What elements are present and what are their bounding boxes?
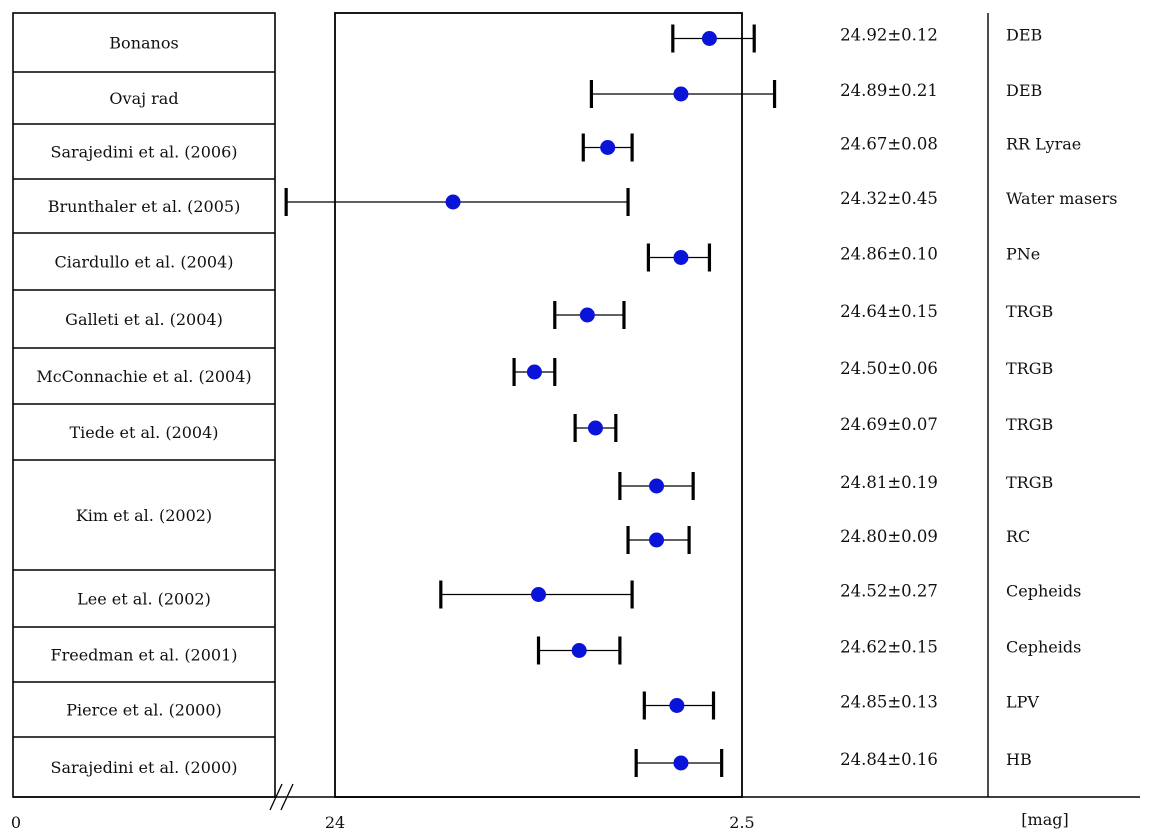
value-label: 24.80±0.09 xyxy=(840,527,938,546)
method-label: HB xyxy=(1006,750,1032,769)
data-point xyxy=(531,587,546,602)
study-label: Galleti et al. (2004) xyxy=(65,310,223,329)
value-label: 24.84±0.16 xyxy=(840,750,938,769)
data-point xyxy=(649,478,665,494)
data-point xyxy=(673,86,689,102)
data-point xyxy=(673,755,689,771)
value-label: 24.52±0.27 xyxy=(840,582,938,601)
value-label: 24.89±0.21 xyxy=(840,81,938,100)
method-label: RC xyxy=(1006,527,1030,546)
study-label: Tiede et al. (2004) xyxy=(69,423,218,442)
value-label: 24.32±0.45 xyxy=(840,189,938,208)
study-label: Sarajedini et al. (2000) xyxy=(51,758,238,777)
method-label: LPV xyxy=(1006,693,1039,712)
value-label: 24.85±0.13 xyxy=(840,693,938,712)
x-tick-label: 2.5 xyxy=(729,813,754,830)
method-label: Cepheids xyxy=(1006,638,1081,657)
method-label: RR Lyrae xyxy=(1006,135,1081,154)
value-label: 24.64±0.15 xyxy=(840,302,938,321)
study-label: Bonanos xyxy=(109,34,178,53)
data-point xyxy=(600,140,616,155)
value-label: 24.92±0.12 xyxy=(840,26,938,45)
data-point xyxy=(701,31,717,46)
axis-break-slash xyxy=(280,783,294,811)
x-tick-label: 24 xyxy=(325,813,345,830)
method-label: TRGB xyxy=(1006,415,1053,434)
data-point xyxy=(445,194,461,210)
value-label: 24.69±0.07 xyxy=(840,415,938,434)
method-label: DEB xyxy=(1006,26,1042,45)
label-column-frame xyxy=(12,12,276,798)
data-point xyxy=(669,698,685,713)
method-label: TRGB xyxy=(1006,473,1053,492)
method-label: Cepheids xyxy=(1006,582,1081,601)
data-point xyxy=(579,307,595,323)
study-label: Ciardullo et al. (2004) xyxy=(54,253,233,272)
study-label: Kim et al. (2002) xyxy=(76,506,212,525)
data-point xyxy=(673,250,689,265)
data-point xyxy=(587,420,603,436)
study-label: Brunthaler et al. (2005) xyxy=(48,197,241,216)
data-point xyxy=(526,364,542,380)
method-label: PNe xyxy=(1006,245,1040,264)
data-point xyxy=(649,532,665,548)
x-tick-label: 0 xyxy=(11,813,21,830)
chart-frame xyxy=(12,12,989,798)
study-label: McConnachie et al. (2004) xyxy=(36,367,251,386)
study-label: Freedman et al. (2001) xyxy=(50,646,237,665)
method-label: DEB xyxy=(1006,81,1042,100)
axis-break-slash xyxy=(269,783,283,811)
study-label: Pierce et al. (2000) xyxy=(66,701,222,720)
method-label: TRGB xyxy=(1006,302,1053,321)
study-label: Sarajedini et al. (2006) xyxy=(51,143,238,162)
method-label: TRGB xyxy=(1006,359,1053,378)
unit-label: [mag] xyxy=(1021,810,1068,829)
axis-break-mark xyxy=(269,783,294,811)
value-label: 24.62±0.15 xyxy=(840,638,938,657)
method-label: Water masers xyxy=(1006,189,1117,208)
study-label: Ovaj rad xyxy=(109,89,178,108)
value-label: 24.67±0.08 xyxy=(840,135,938,154)
value-label: 24.86±0.10 xyxy=(840,245,938,264)
data-point xyxy=(571,643,587,658)
study-rows: Bonanos Ovaj rad Sarajedini et al. (2006) B… xyxy=(13,34,275,777)
x-axis: 0 24 2.5 [mag] xyxy=(11,783,1140,830)
value-label: 24.81±0.19 xyxy=(840,473,938,492)
data-marks: 24.92±0.12 DEB 24.89±0.21 DEB 24.67±0.08 RR L… xyxy=(284,24,1117,777)
plot-box xyxy=(334,12,743,798)
study-label: Lee et al. (2002) xyxy=(77,590,211,609)
value-label: 24.50±0.06 xyxy=(840,359,938,378)
